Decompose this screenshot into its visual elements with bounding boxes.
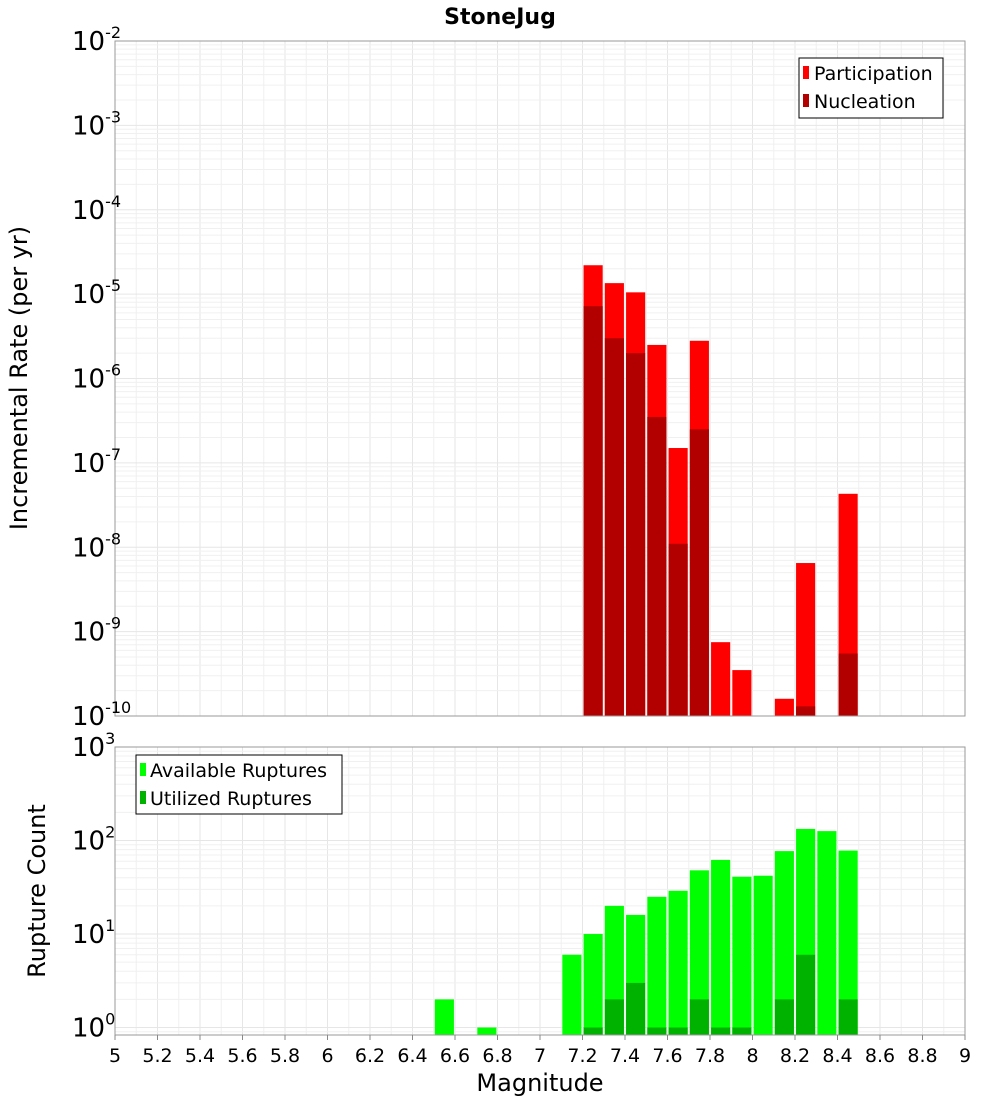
rate-bar-participation [796,563,816,716]
x-tick-label: 5.4 [185,1045,215,1067]
count-bar-available-ruptures [477,1027,497,1035]
count-bar-utilized-ruptures [583,1027,603,1035]
x-tick-label: 5.6 [227,1045,257,1067]
count-bar-available-ruptures [647,896,667,1035]
rate-bar-nucleation [668,543,688,716]
top-y-axis-ticks: 10-2 10-3 10-4 10-5 10-6 10-7 10-8 10-9 10-10 [72,23,131,732]
count-bar-utilized-ruptures [774,999,794,1035]
bottom-legend-box [135,754,343,815]
x-tick-label: 6 [321,1045,333,1067]
rate-bar-nucleation [626,353,646,716]
count-bar-available-ruptures [434,999,454,1035]
top-y-tick-label: 10-6 [72,361,121,395]
x-tick-label: 8.8 [907,1045,937,1067]
rate-bar-nucleation [689,429,709,716]
top-y-axis-title: Incremental Rate (per yr) [5,226,33,530]
top-y-tick-label: 10-9 [72,614,121,648]
top-plot-bars [583,265,858,716]
x-tick-label: 6.6 [440,1045,470,1067]
count-bar-utilized-ruptures [604,999,624,1035]
x-tick-label: 6.2 [355,1045,385,1067]
rate-bar-nucleation [796,706,816,716]
count-bar-utilized-ruptures [711,1027,731,1035]
rate-bar-participation [774,698,794,716]
count-bar-available-ruptures [732,876,752,1035]
bottom-y-axis-ticks: 103 102 101 100 [72,729,115,1044]
count-bar-available-ruptures [562,954,582,1035]
rate-bar-nucleation [838,653,858,716]
count-bar-utilized-ruptures [732,1027,752,1035]
x-tick-label: 8.2 [780,1045,810,1067]
x-tick-label: 7.6 [652,1045,682,1067]
x-tick-label: 5 [109,1045,121,1067]
count-bar-utilized-ruptures [689,999,709,1035]
x-tick-label: 8.4 [822,1045,852,1067]
rate-bar-nucleation [647,416,667,716]
top-plot-frame [114,40,966,717]
rate-bar-nucleation [583,306,603,716]
legend-label-participation: Participation [814,63,933,85]
count-bar-utilized-ruptures [668,1027,688,1035]
bottom-y-tick-label: 101 [72,916,115,950]
count-bar-available-ruptures [838,850,858,1035]
x-tick-label: 6.8 [482,1045,512,1067]
count-bar-utilized-ruptures [647,1027,667,1035]
count-bar-utilized-ruptures [626,982,646,1035]
x-tick-label: 7.8 [695,1045,725,1067]
legend-label-nucleation: Nucleation [814,91,916,113]
legend-label-utilized: Utilized Ruptures [150,788,312,810]
x-tick-label: 8 [746,1045,758,1067]
count-bar-available-ruptures [711,859,731,1035]
rate-bar-participation [732,670,752,716]
bottom-legend: Available Ruptures Utilized Ruptures [135,754,343,815]
x-tick-label: 8.6 [865,1045,895,1067]
x-tick-label: 6.4 [397,1045,427,1067]
top-y-tick-label: 10-8 [72,529,121,563]
bottom-y-tick-label: 100 [72,1010,115,1044]
x-tick-label: 7.2 [567,1045,597,1067]
top-plot-gridlines [114,41,966,717]
bottom-y-axis-title: Rupture Count [23,804,51,978]
legend-swatch-nucleation [803,94,809,107]
legend-swatch-available [140,763,146,776]
x-tick-label: 9 [959,1045,971,1067]
top-y-tick-label: 10-3 [72,107,121,141]
count-bar-available-ruptures [753,875,773,1035]
x-tick-label: 5.2 [142,1045,172,1067]
x-axis-ticks: 5 5.2 5.4 5.6 5.8 6 6.2 6.4 6.6 6.8 7 7.2 7.4 7.6 7.8 8… [109,1035,971,1067]
legend-label-available: Available Ruptures [150,760,327,782]
count-bar-available-ruptures [689,870,709,1035]
top-legend: Participation Nucleation [798,57,944,119]
x-axis-title: Magnitude [476,1069,603,1097]
count-bar-available-ruptures [583,934,603,1035]
x-tick-label: 7 [534,1045,546,1067]
top-y-tick-label: 10-4 [72,192,121,226]
count-bar-utilized-ruptures [796,954,816,1035]
count-bar-available-ruptures [668,890,688,1035]
x-tick-label: 7.4 [610,1045,640,1067]
count-bar-available-ruptures [774,851,794,1035]
count-bar-utilized-ruptures [838,999,858,1035]
legend-swatch-participation [803,66,809,79]
top-y-tick-label: 10-5 [72,276,121,310]
rate-bar-participation [711,642,731,716]
top-y-tick-label: 10-10 [72,698,131,732]
x-tick-label: 5.8 [270,1045,300,1067]
top-legend-box [798,57,944,119]
bottom-y-tick-label: 103 [72,729,115,763]
chart-title: StoneJug [444,5,556,30]
rate-bar-nucleation [604,338,624,716]
count-bar-available-ruptures [817,831,837,1035]
bottom-y-tick-label: 102 [72,823,115,857]
top-y-tick-label: 10-7 [72,445,121,479]
legend-swatch-utilized [140,791,146,804]
bottom-plot-bars [434,828,858,1035]
top-y-tick-label: 10-2 [72,23,121,57]
